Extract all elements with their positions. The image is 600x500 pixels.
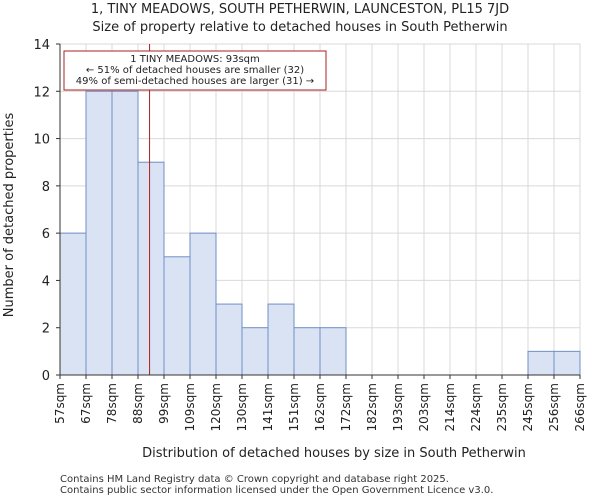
x-tick-label: 151sqm [287, 383, 301, 431]
histogram-bar [111, 90, 139, 376]
annotation-line-1: 1 TINY MEADOWS: 93sqm [130, 54, 260, 65]
x-tick-label: 67sqm [79, 383, 93, 424]
bars [59, 90, 581, 376]
histogram-bar [553, 350, 581, 376]
histogram-bar [137, 161, 165, 376]
y-tick-label: 8 [42, 180, 50, 195]
histogram-bar [189, 232, 217, 376]
chart-subtitle: Size of property relative to detached ho… [92, 20, 508, 35]
x-tick-label: 78sqm [105, 383, 119, 424]
y-tick-label: 12 [33, 85, 50, 100]
x-axis-label: Distribution of detached houses by size … [142, 446, 526, 461]
y-axis-label: Number of detached properties [2, 113, 17, 318]
y-tick-label: 6 [42, 227, 50, 242]
x-tick-label: 182sqm [365, 383, 379, 431]
x-tick-label: 193sqm [391, 383, 405, 431]
histogram-bar [215, 303, 243, 376]
x-tick-label: 88sqm [131, 383, 145, 424]
histogram-bar [293, 327, 321, 376]
histogram-bar [527, 350, 555, 376]
x-tick-label: 256sqm [547, 383, 561, 431]
x-tick-label: 203sqm [417, 383, 431, 431]
x-tick-label: 57sqm [53, 383, 67, 424]
histogram-bar [241, 327, 269, 376]
y-tick-label: 2 [42, 322, 50, 337]
footer-copyright: Contains HM Land Registry data © Crown c… [60, 474, 449, 485]
y-tick-label: 10 [33, 133, 50, 148]
histogram-bar [163, 256, 191, 376]
histogram-bar [319, 327, 347, 376]
x-tick-label: 162sqm [313, 383, 327, 431]
x-tick-label: 235sqm [495, 383, 509, 431]
annotation-line-3: 49% of semi-detached houses are larger (… [76, 76, 314, 87]
annotation-box [63, 50, 327, 91]
histogram-bar [59, 232, 87, 376]
histogram-bar [267, 303, 295, 376]
x-tick-label: 245sqm [521, 383, 535, 431]
marker-annotation: 1 TINY MEADOWS: 93sqm ← 51% of detached … [63, 50, 327, 91]
x-tick-label: 130sqm [235, 383, 249, 431]
x-tick-label: 99sqm [157, 383, 171, 424]
y-ticks: 0 2 4 6 8 10 12 14 [33, 38, 60, 384]
x-ticks: 57sqm 67sqm 78sqm 88sqm 99sqm 109sqm 120sqm 130… [53, 375, 587, 431]
x-tick-label: 120sqm [209, 383, 223, 431]
y-tick-label: 14 [33, 38, 50, 53]
y-tick-label: 0 [42, 369, 50, 384]
footer-licence: Contains public sector information licen… [60, 485, 494, 496]
histogram-bar [85, 90, 113, 376]
chart-title: 1, TINY MEADOWS, SOUTH PETHERWIN, LAUNCE… [90, 2, 510, 17]
x-tick-label: 141sqm [261, 383, 275, 431]
annotation-line-2: ← 51% of detached houses are smaller (32… [86, 65, 304, 76]
x-tick-label: 109sqm [183, 383, 197, 431]
x-tick-label: 214sqm [443, 383, 457, 431]
x-tick-label: 224sqm [469, 383, 483, 431]
x-tick-label: 266sqm [573, 383, 587, 431]
y-tick-label: 4 [42, 274, 50, 289]
x-tick-label: 172sqm [339, 383, 353, 431]
